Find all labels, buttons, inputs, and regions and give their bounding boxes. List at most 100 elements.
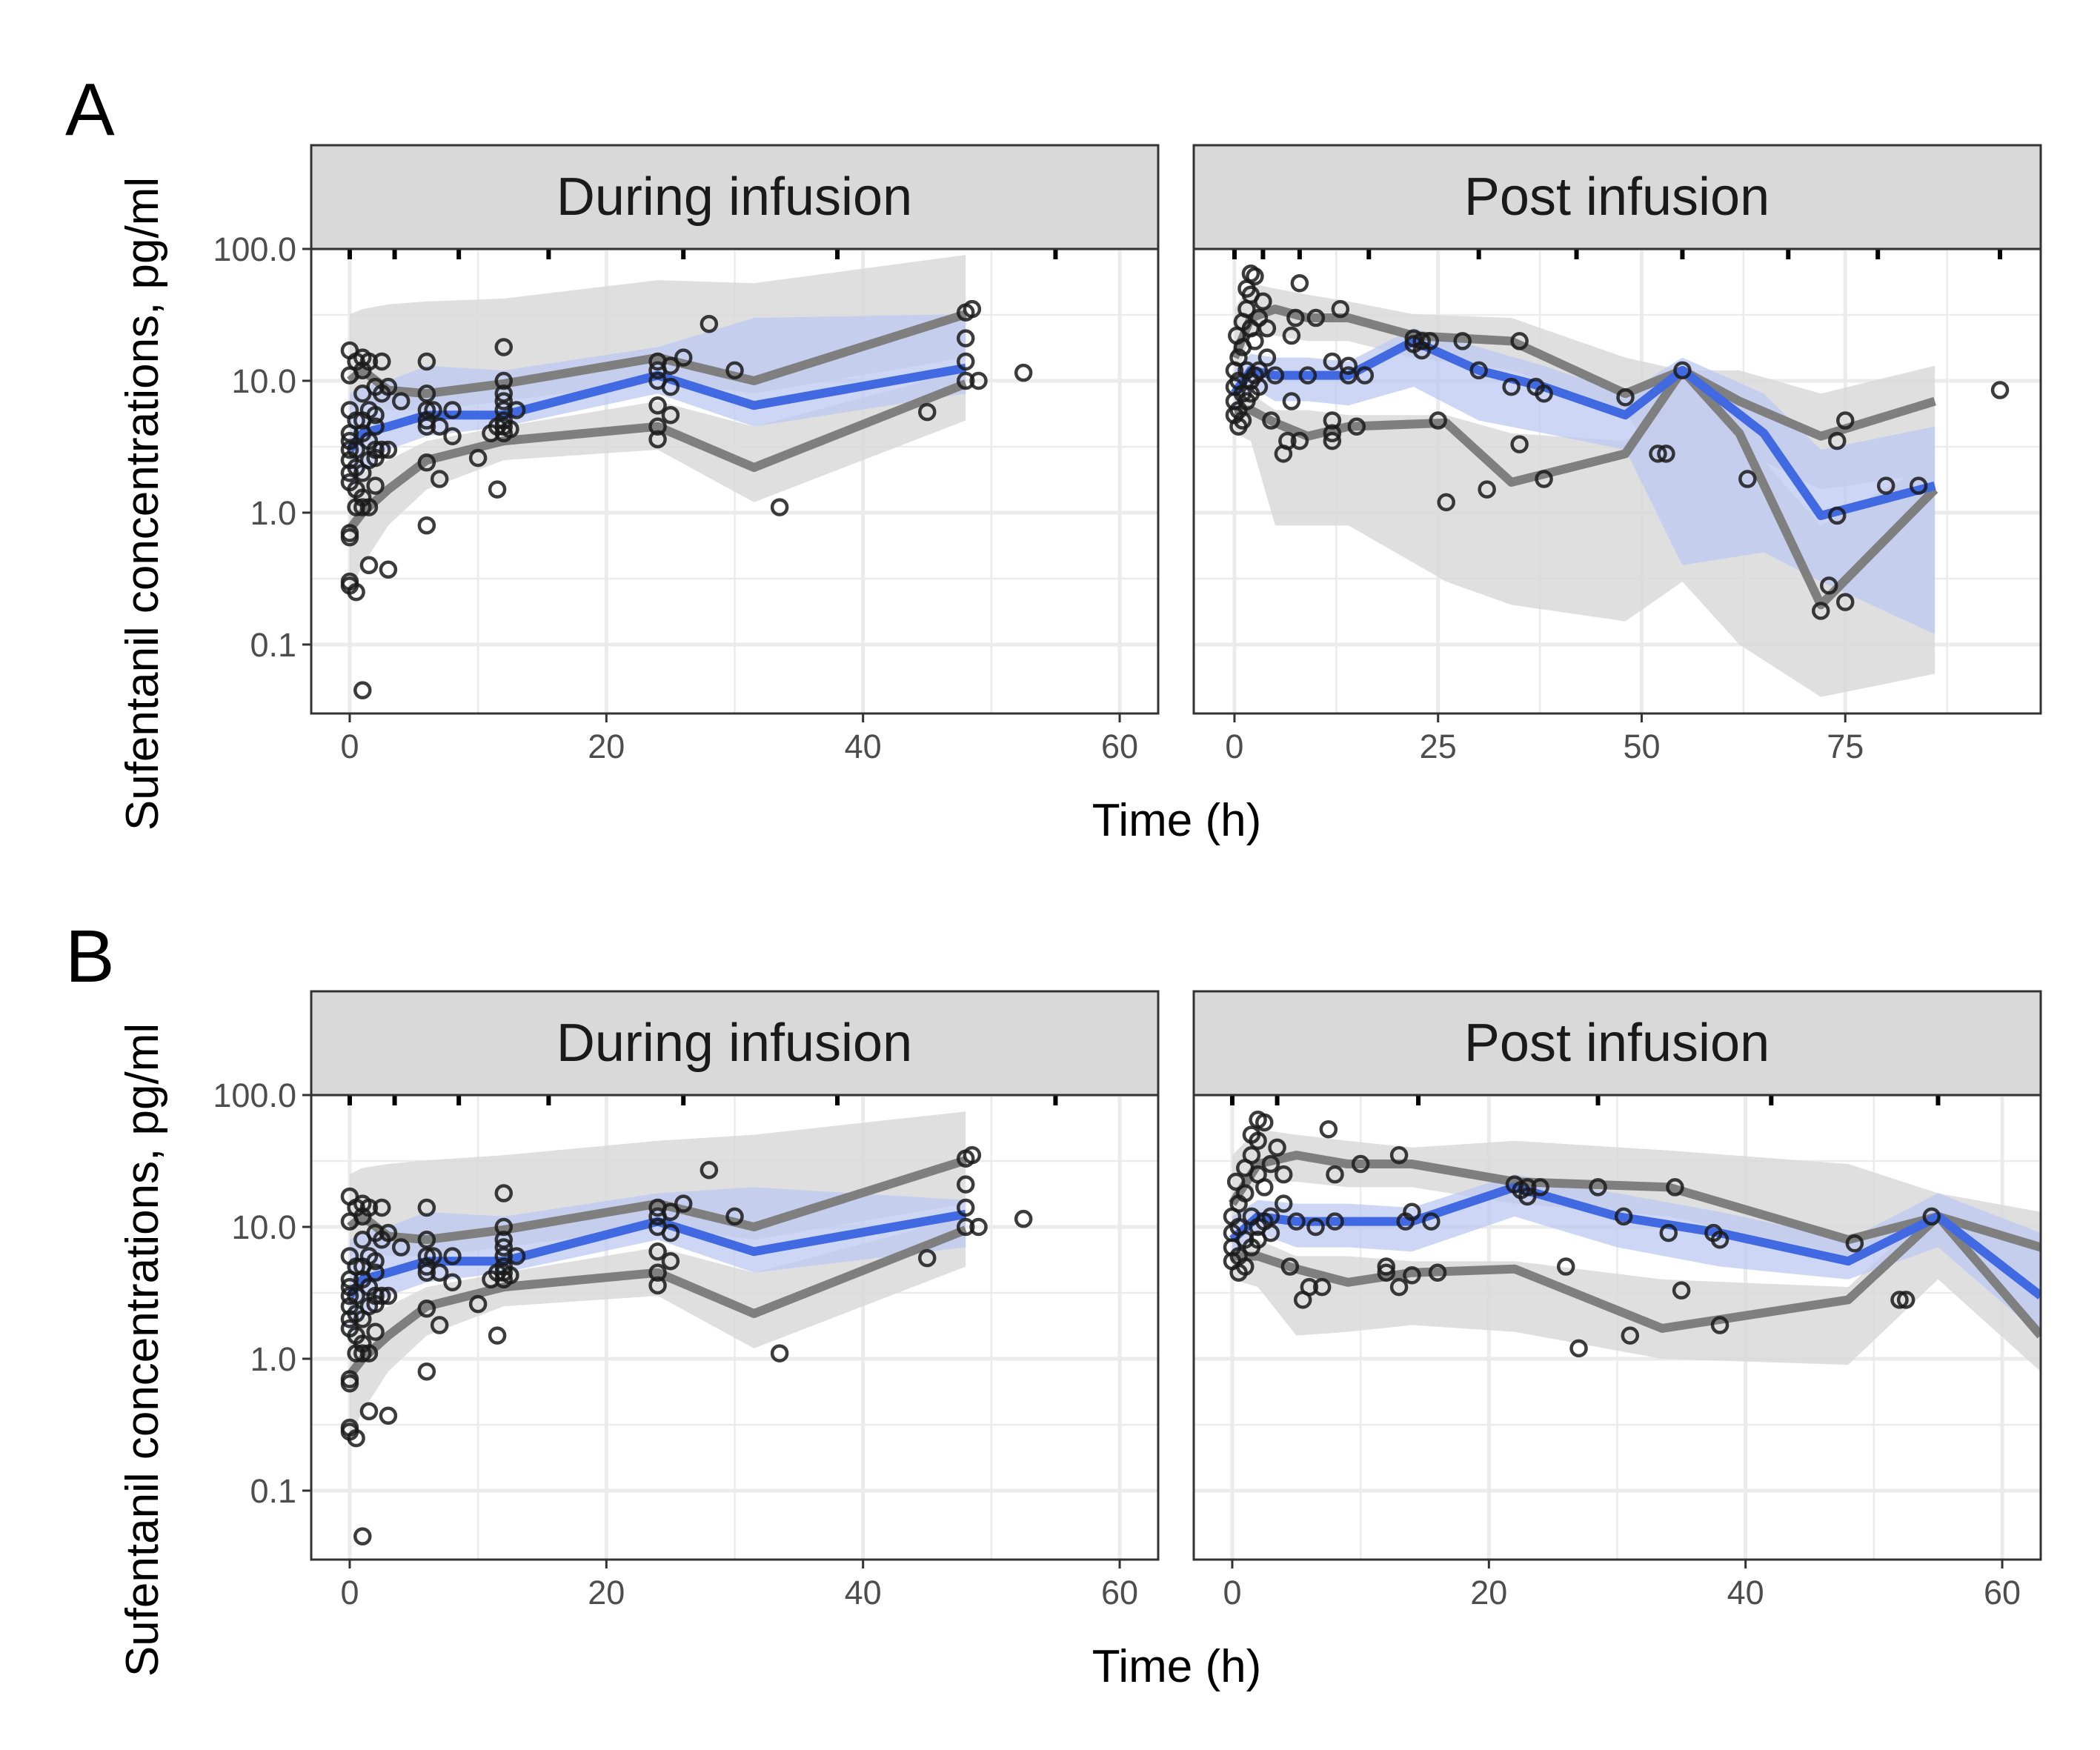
x-tick-label: 50 bbox=[1623, 728, 1660, 765]
observed-point bbox=[1835, 411, 1855, 430]
observed-point bbox=[417, 1362, 436, 1381]
y-tick-label: 1.0 bbox=[250, 1340, 296, 1378]
observed-point bbox=[359, 498, 379, 516]
observed-point bbox=[340, 440, 359, 459]
observed-point bbox=[956, 329, 975, 347]
observed-point bbox=[1657, 445, 1675, 463]
observed-point bbox=[1355, 366, 1375, 385]
observed-point bbox=[488, 1326, 507, 1345]
observed-point bbox=[1377, 1263, 1396, 1282]
observed-point bbox=[956, 1175, 975, 1194]
observed-point bbox=[443, 427, 462, 446]
observed-point bbox=[443, 1273, 462, 1292]
observed-point bbox=[1710, 1230, 1729, 1249]
y-tick-label: 0.1 bbox=[250, 1472, 296, 1510]
observed-point bbox=[1286, 308, 1305, 327]
observed-point bbox=[417, 1263, 436, 1282]
observed-point bbox=[1478, 480, 1496, 499]
observed-point bbox=[956, 1198, 975, 1217]
observed-point bbox=[1236, 1257, 1255, 1276]
observed-point bbox=[391, 392, 411, 410]
observed-point bbox=[379, 377, 398, 396]
observed-point bbox=[1282, 326, 1301, 345]
observed-point bbox=[366, 440, 385, 459]
observed-point bbox=[1389, 1145, 1409, 1165]
data-layer bbox=[340, 255, 1033, 699]
y-tick-label: 0.1 bbox=[250, 626, 296, 664]
p95-line bbox=[1230, 305, 1936, 441]
p5-ci-ribbon bbox=[1232, 1203, 2041, 1372]
observed-point bbox=[443, 401, 462, 419]
observed-point bbox=[1421, 332, 1439, 350]
observed-point bbox=[417, 1198, 436, 1217]
observed-point bbox=[1589, 1178, 1607, 1197]
p5-ci-ribbon bbox=[349, 370, 966, 593]
observed-point bbox=[1257, 319, 1277, 338]
strip-a-post: Post infusion bbox=[1192, 144, 2042, 250]
x-tick-label: 25 bbox=[1420, 728, 1457, 765]
observed-point bbox=[661, 1223, 680, 1242]
plot-frame bbox=[1192, 1094, 2042, 1561]
plot-b-during-infusion: 0 20 40 60 0.1 1.0 10.0 100.0 bbox=[213, 1077, 1160, 1611]
observed-point bbox=[1326, 1212, 1344, 1231]
observed-point bbox=[1351, 1154, 1370, 1174]
p5-line bbox=[1234, 365, 1938, 610]
observed-point bbox=[1274, 1194, 1293, 1213]
observed-point bbox=[347, 440, 365, 459]
observed-point bbox=[1255, 1178, 1274, 1197]
observed-point bbox=[417, 453, 436, 472]
observed-point bbox=[417, 352, 436, 371]
y-tick-label: 10.0 bbox=[231, 1208, 296, 1246]
observed-point bbox=[494, 1184, 514, 1202]
observed-point bbox=[379, 1286, 398, 1305]
plot-frame bbox=[310, 1094, 1160, 1561]
observed-point bbox=[1290, 273, 1309, 293]
observed-point bbox=[430, 470, 449, 488]
observed-point bbox=[1300, 1277, 1319, 1297]
observed-point bbox=[359, 352, 379, 371]
observed-point bbox=[770, 498, 789, 516]
observed-point bbox=[347, 1428, 365, 1448]
x-tick-label: 20 bbox=[1470, 1574, 1507, 1611]
observed-point bbox=[366, 417, 385, 436]
x-tick-label: 0 bbox=[1223, 1574, 1241, 1611]
observed-point bbox=[1323, 352, 1342, 371]
observed-point bbox=[1621, 1326, 1640, 1345]
plot-frame bbox=[310, 247, 1160, 715]
observed-point bbox=[1412, 332, 1431, 350]
observed-point bbox=[1535, 384, 1553, 403]
observed-point bbox=[918, 1248, 937, 1268]
observed-point bbox=[1255, 1113, 1274, 1132]
observed-point bbox=[1812, 602, 1830, 620]
x-tick-label: 60 bbox=[1101, 728, 1138, 765]
observed-point bbox=[373, 352, 391, 371]
observed-point bbox=[417, 1300, 436, 1318]
observed-point bbox=[1896, 1291, 1915, 1309]
observed-point bbox=[1659, 1223, 1678, 1242]
observed-point bbox=[918, 402, 937, 422]
observed-point bbox=[1556, 1257, 1575, 1276]
observed-point bbox=[648, 430, 667, 449]
observed-point bbox=[373, 440, 391, 459]
observed-point bbox=[674, 348, 693, 367]
observed-point bbox=[648, 1242, 667, 1261]
x-tick-label: 20 bbox=[588, 1574, 625, 1611]
observed-point bbox=[1229, 348, 1248, 367]
observed-point bbox=[1502, 377, 1521, 396]
observed-point bbox=[507, 401, 526, 419]
observed-point bbox=[1569, 1339, 1588, 1358]
strip-label: Post infusion bbox=[1464, 1014, 1770, 1073]
y-tick-label: 100.0 bbox=[213, 1077, 296, 1114]
observed-point bbox=[1827, 431, 1847, 450]
observed-point bbox=[1510, 332, 1529, 350]
observed-point bbox=[1428, 1263, 1447, 1282]
observed-point bbox=[1672, 1281, 1691, 1300]
observed-point bbox=[1429, 411, 1447, 430]
observed-point bbox=[430, 1316, 449, 1334]
observed-point bbox=[1710, 1316, 1729, 1334]
observed-point bbox=[359, 1344, 379, 1363]
p5-line bbox=[346, 379, 968, 532]
observed-point bbox=[1274, 1165, 1293, 1184]
observed-point bbox=[956, 1217, 975, 1237]
observed-point bbox=[1266, 366, 1285, 385]
